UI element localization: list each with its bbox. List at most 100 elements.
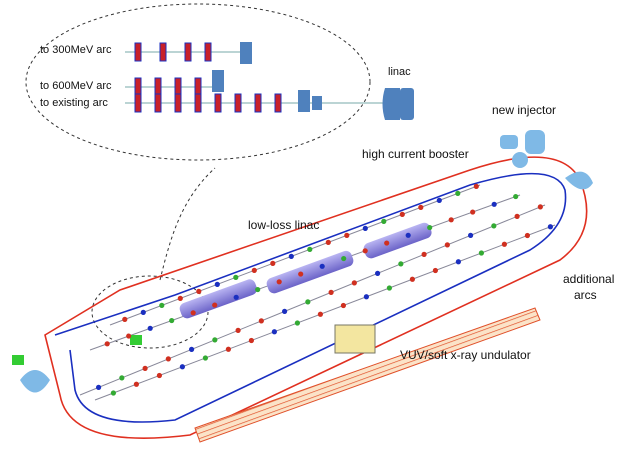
magnet: [104, 341, 110, 347]
magnet: [325, 239, 331, 245]
magnet: [375, 270, 381, 276]
magnet: [142, 365, 148, 371]
magnet: [276, 279, 282, 285]
magnet: [351, 280, 357, 286]
magnet: [455, 259, 461, 265]
magnet: [214, 281, 220, 287]
magnet: [233, 274, 239, 280]
magnet: [362, 248, 368, 254]
label: high current booster: [362, 147, 469, 161]
zoom-region: [91, 275, 209, 349]
magnet: [478, 250, 484, 256]
magnet: [405, 232, 411, 238]
magnet: [214, 93, 222, 113]
magnet: [258, 318, 264, 324]
magnet: [251, 267, 257, 273]
zoom-connector: [159, 167, 216, 281]
magnet: [514, 213, 520, 219]
magnet: [363, 294, 369, 300]
inset-beamlines: [125, 42, 414, 120]
magnet: [270, 260, 276, 266]
magnet: [319, 263, 325, 269]
magnet: [154, 77, 162, 97]
magnet: [491, 223, 497, 229]
magnet: [468, 232, 474, 238]
inset-label: to existing arc: [40, 97, 108, 109]
magnet: [432, 267, 438, 274]
inner-loop: [54, 172, 567, 423]
magnet: [194, 93, 202, 113]
magnet: [421, 251, 427, 257]
magnet: [96, 384, 102, 390]
magnet: [436, 197, 442, 203]
magnet: [491, 201, 497, 207]
undulator: [194, 307, 541, 443]
magnet: [381, 218, 387, 224]
magnet: [340, 302, 346, 309]
magnet: [537, 204, 543, 210]
magnet: [294, 320, 300, 326]
inset: to 300MeV arc to 600MeV arc to existing …: [25, 3, 414, 161]
magnet: [134, 42, 142, 62]
magnet: [547, 224, 554, 230]
magnet: [398, 261, 404, 267]
magnet: [159, 42, 167, 62]
label: low-loss linac: [248, 218, 319, 232]
magnet: [174, 77, 182, 97]
magnet: [233, 294, 239, 300]
magnet: [455, 190, 461, 196]
magnet: [147, 325, 153, 331]
magnet: [184, 42, 192, 62]
magnet: [169, 317, 175, 324]
magnet: [234, 93, 242, 113]
magnet: [189, 346, 195, 352]
magnet: [254, 93, 262, 113]
hardware: [12, 130, 593, 393]
magnet: [255, 286, 261, 293]
magnet: [399, 211, 405, 217]
magnet: [235, 327, 241, 333]
magnet: [418, 204, 424, 210]
magnet: [384, 240, 390, 246]
inset-label: to 300MeV arc: [40, 44, 112, 56]
magnet: [386, 285, 392, 291]
magnet: [305, 299, 311, 305]
inset-label: linac: [388, 66, 411, 78]
magnet: [119, 375, 125, 381]
magnets: [96, 183, 554, 396]
magnet: [190, 310, 196, 316]
inset-label: to 600MeV arc: [40, 80, 112, 92]
inset-outline: [25, 3, 371, 161]
magnet: [341, 255, 347, 262]
magnet: [248, 337, 254, 344]
magnet: [204, 42, 212, 62]
label: new injector: [492, 103, 556, 117]
magnet: [212, 337, 218, 343]
linac-cavities: [179, 222, 432, 319]
label: arcs: [574, 288, 597, 302]
magnet: [134, 77, 142, 97]
magnet: [473, 183, 479, 189]
magnet: [140, 309, 146, 315]
magnet: [134, 93, 142, 113]
magnet: [202, 355, 208, 361]
magnet: [159, 302, 165, 308]
label: additional: [563, 272, 614, 286]
magnet: [196, 288, 202, 294]
magnet: [225, 346, 231, 352]
magnet: [470, 209, 476, 215]
magnet: [362, 225, 368, 231]
magnet: [444, 242, 450, 248]
magnet: [154, 93, 162, 113]
magnet: [524, 232, 531, 239]
magnet: [271, 329, 277, 335]
magnet: [156, 372, 162, 379]
magnet: [133, 381, 139, 387]
magnet: [288, 253, 294, 259]
label: VUV/soft x-ray undulator: [400, 348, 531, 362]
magnet: [126, 333, 132, 339]
magnet: [448, 217, 454, 223]
magnet: [317, 311, 323, 317]
magnet: [344, 232, 350, 238]
